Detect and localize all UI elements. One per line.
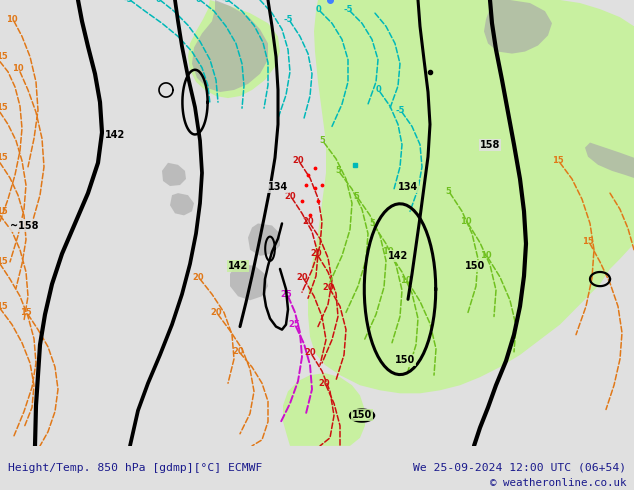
Text: 15: 15 [0, 257, 8, 267]
Text: -5: -5 [221, 0, 231, 4]
Text: 10: 10 [480, 251, 492, 260]
Text: 15: 15 [0, 52, 8, 61]
Text: 20: 20 [210, 308, 222, 317]
Polygon shape [170, 193, 194, 216]
Text: 20: 20 [232, 347, 244, 356]
Polygon shape [248, 223, 280, 256]
Text: -5: -5 [343, 4, 353, 14]
Text: 15: 15 [0, 103, 8, 112]
Text: -5: -5 [395, 106, 404, 115]
Text: 0: 0 [375, 85, 381, 95]
Text: 20: 20 [318, 379, 330, 388]
Text: 150: 150 [395, 355, 415, 365]
Polygon shape [230, 264, 268, 300]
Text: 134: 134 [268, 182, 288, 192]
Polygon shape [283, 373, 365, 446]
Text: 10: 10 [12, 64, 24, 74]
Text: 15: 15 [20, 308, 32, 317]
Text: 15: 15 [552, 156, 564, 165]
Text: 10: 10 [460, 217, 472, 226]
Text: 15: 15 [0, 207, 8, 216]
Text: 5: 5 [445, 187, 451, 196]
Text: 150: 150 [465, 261, 485, 271]
Text: 15: 15 [0, 302, 8, 311]
Polygon shape [162, 163, 186, 186]
Text: 158: 158 [480, 140, 500, 149]
Text: 20: 20 [322, 283, 334, 292]
Text: 142: 142 [228, 261, 249, 271]
Text: 25: 25 [288, 320, 300, 329]
Polygon shape [192, 0, 268, 92]
Text: 20: 20 [302, 217, 314, 226]
Polygon shape [456, 0, 634, 126]
Text: -5: -5 [283, 15, 293, 24]
Text: 20: 20 [292, 156, 304, 165]
Text: -5: -5 [123, 0, 133, 4]
Text: © weatheronline.co.uk: © weatheronline.co.uk [490, 478, 626, 488]
Text: 0: 0 [155, 0, 161, 4]
Text: We 25-09-2024 12:00 UTC (06+54): We 25-09-2024 12:00 UTC (06+54) [413, 463, 626, 473]
Text: 20: 20 [304, 348, 316, 357]
Text: 5: 5 [335, 167, 341, 175]
Text: 20: 20 [296, 272, 308, 282]
Text: 15: 15 [582, 237, 594, 246]
Text: 134: 134 [398, 182, 418, 192]
Text: 5: 5 [319, 136, 325, 145]
Text: ~158: ~158 [10, 220, 39, 230]
Text: 10: 10 [382, 247, 394, 256]
Text: 25: 25 [280, 290, 292, 299]
Text: 150: 150 [352, 410, 372, 419]
Text: 142: 142 [105, 129, 126, 140]
Text: 20: 20 [310, 249, 322, 258]
Text: 0: 0 [315, 4, 321, 14]
Text: 5: 5 [353, 192, 359, 201]
Text: 10: 10 [400, 275, 412, 285]
Text: 142: 142 [388, 251, 408, 261]
Text: 15: 15 [0, 153, 8, 162]
Polygon shape [308, 0, 634, 393]
Text: 20: 20 [192, 272, 204, 282]
Polygon shape [585, 143, 634, 178]
Text: 10: 10 [6, 15, 18, 24]
Text: 0: 0 [195, 0, 201, 4]
Text: 20: 20 [284, 192, 296, 201]
Text: Height/Temp. 850 hPa [gdmp][°C] ECMWF: Height/Temp. 850 hPa [gdmp][°C] ECMWF [8, 463, 262, 473]
Polygon shape [188, 0, 280, 98]
Polygon shape [484, 0, 552, 53]
Text: 5: 5 [369, 219, 375, 228]
